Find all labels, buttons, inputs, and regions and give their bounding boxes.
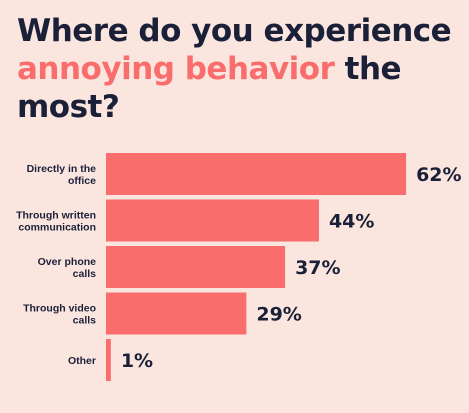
bar: [106, 246, 286, 288]
value-label: 44%: [329, 211, 374, 233]
category-label: Through video calls: [23, 303, 96, 327]
title-highlight: annoying behavior: [17, 51, 335, 87]
chart-title: Where do you experience annoying behavio…: [17, 12, 462, 126]
title-part-1: Where do you experience: [17, 13, 452, 49]
bar: [106, 153, 407, 195]
category-label: Other: [68, 355, 96, 367]
bar: [106, 339, 111, 381]
value-label: 62%: [416, 164, 461, 186]
value-label: 1%: [121, 350, 153, 372]
bar: [106, 199, 319, 242]
category-label: Through written communication: [16, 210, 96, 234]
bar: [106, 292, 247, 335]
category-label: Over phone calls: [38, 256, 97, 280]
title-part-2: the most?: [17, 51, 402, 125]
category-label: Directly in the office: [27, 163, 97, 187]
value-label: 29%: [256, 304, 301, 326]
value-label: 37%: [295, 257, 340, 279]
